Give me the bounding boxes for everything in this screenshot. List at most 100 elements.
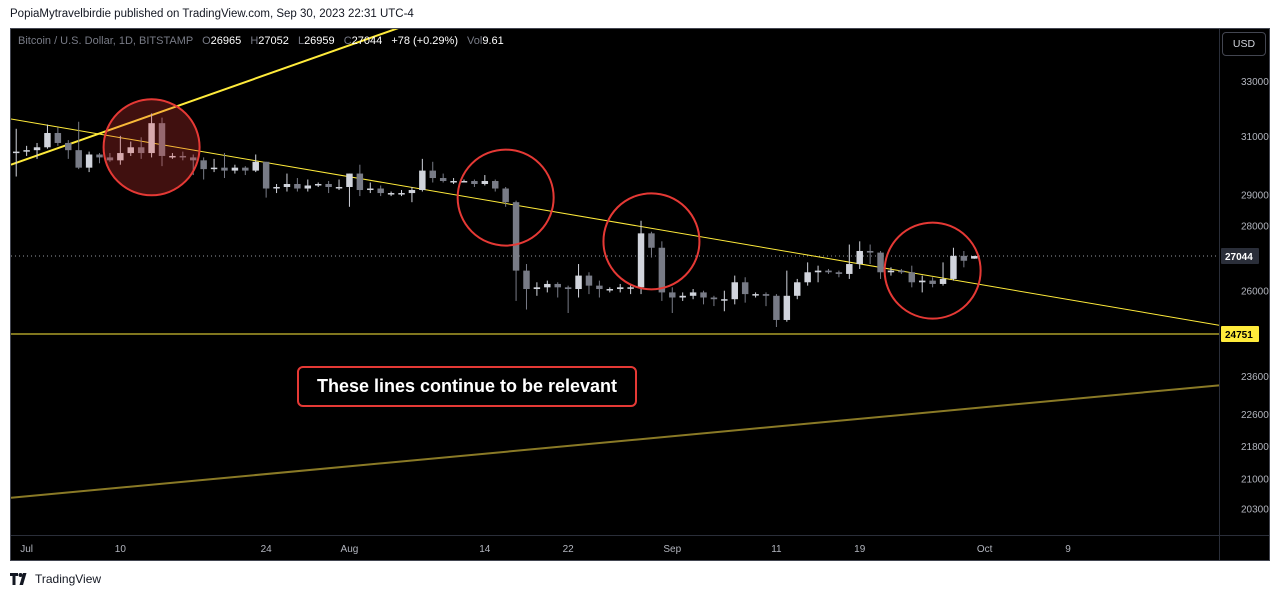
change-value: +78 (+0.29%) bbox=[391, 35, 458, 47]
symbol-description[interactable]: Bitcoin / U.S. Dollar, 1D, BITSTAMP bbox=[18, 35, 194, 47]
candle bbox=[616, 283, 624, 293]
candle-body bbox=[741, 282, 749, 295]
tradingview-logo-icon bbox=[10, 573, 30, 585]
candle-body bbox=[12, 151, 20, 154]
candle-body bbox=[262, 161, 270, 189]
candle bbox=[856, 241, 863, 269]
candle-body bbox=[283, 184, 291, 188]
candle-body bbox=[960, 255, 968, 261]
candle bbox=[471, 179, 478, 188]
candle bbox=[158, 117, 166, 167]
chart-frame[interactable]: 33000 31000 29000 28000 26000 23600 22600 21800… bbox=[10, 28, 1270, 561]
price-tick-label: 20300 bbox=[1241, 505, 1269, 516]
close-value: 27044 bbox=[351, 35, 383, 47]
time-tick-label: Jul bbox=[20, 544, 33, 555]
candle-body bbox=[169, 155, 176, 158]
candle bbox=[231, 164, 239, 174]
candle bbox=[512, 200, 520, 301]
published-header: PopiaMytravelbirdie published on Trading… bbox=[10, 8, 414, 20]
time-tick-label: Oct bbox=[977, 544, 993, 555]
candle bbox=[939, 262, 947, 286]
candle bbox=[169, 153, 176, 159]
candle-body bbox=[835, 272, 843, 274]
candle-body bbox=[242, 167, 249, 171]
candle-body bbox=[856, 250, 863, 265]
candle-body bbox=[148, 123, 155, 154]
ohlc-legend: Bitcoin / U.S. Dollar, 1D, BITSTAMP O269… bbox=[18, 35, 504, 47]
time-tick-label: Sep bbox=[663, 544, 681, 555]
candle-body bbox=[502, 188, 509, 203]
candle-body bbox=[221, 167, 228, 171]
candle-body bbox=[544, 283, 551, 288]
candle bbox=[658, 241, 666, 301]
candle-body bbox=[575, 275, 582, 290]
candle-body bbox=[23, 150, 30, 152]
candle-body bbox=[898, 270, 905, 273]
candle-body bbox=[627, 287, 634, 289]
time-tick-label: 10 bbox=[115, 544, 127, 555]
candle bbox=[12, 128, 20, 177]
candle bbox=[137, 137, 145, 159]
candle bbox=[450, 178, 457, 185]
candle bbox=[33, 142, 41, 159]
candle-body bbox=[700, 292, 707, 298]
candle-body bbox=[585, 275, 593, 286]
price-label-box bbox=[1221, 248, 1259, 265]
candle-body bbox=[346, 173, 353, 188]
trend-line-4 bbox=[11, 384, 1219, 499]
trend-line-1 bbox=[11, 29, 399, 166]
footer-branding: TradingView bbox=[10, 572, 101, 586]
candle-body bbox=[481, 181, 489, 185]
candle-body bbox=[335, 187, 343, 189]
candle-body bbox=[231, 167, 239, 171]
currency-button[interactable]: USD bbox=[1222, 32, 1266, 56]
candle bbox=[377, 185, 384, 197]
candle bbox=[439, 173, 447, 183]
candle-body bbox=[721, 299, 728, 301]
candle-body bbox=[689, 292, 697, 296]
candle bbox=[752, 292, 759, 298]
candle bbox=[304, 179, 312, 192]
candle bbox=[741, 277, 749, 303]
candle-body bbox=[200, 160, 207, 170]
candle bbox=[804, 262, 811, 286]
high-value: 27052 bbox=[258, 35, 289, 47]
candle bbox=[367, 182, 374, 194]
candle-body bbox=[731, 282, 738, 300]
candle bbox=[408, 187, 416, 203]
volume-label: Vol bbox=[467, 35, 483, 47]
candle-body bbox=[939, 278, 947, 284]
candle-body bbox=[877, 252, 884, 273]
open-value: 26965 bbox=[210, 35, 242, 47]
candle bbox=[23, 145, 30, 156]
candle-body bbox=[971, 256, 978, 259]
candle bbox=[179, 151, 187, 161]
candle-body bbox=[908, 272, 916, 283]
candle bbox=[773, 294, 780, 327]
candle bbox=[325, 181, 332, 194]
candle bbox=[273, 184, 280, 194]
candle-body bbox=[658, 247, 666, 293]
candle-body bbox=[752, 294, 759, 296]
candle bbox=[148, 113, 155, 158]
chart-background bbox=[11, 29, 1269, 560]
candle-body bbox=[533, 287, 541, 290]
low-label: L bbox=[297, 35, 305, 47]
candle bbox=[262, 161, 270, 198]
price-tick-label: 31000 bbox=[1241, 132, 1269, 143]
candlestick-chart[interactable]: 33000 31000 29000 28000 26000 23600 22600 21800… bbox=[11, 29, 1269, 560]
candle bbox=[835, 270, 843, 278]
candle bbox=[460, 179, 468, 183]
candle-body bbox=[325, 184, 332, 188]
candle-body bbox=[804, 272, 811, 283]
candle bbox=[387, 191, 395, 197]
candle-body bbox=[460, 181, 468, 183]
price-tick-label: 22600 bbox=[1241, 410, 1269, 421]
candle-body bbox=[492, 181, 499, 189]
candle bbox=[814, 265, 822, 283]
candle-body bbox=[669, 292, 676, 298]
open-label: O bbox=[202, 35, 211, 47]
candle-body bbox=[294, 184, 301, 189]
candle bbox=[794, 278, 801, 300]
time-tick-label: 22 bbox=[563, 544, 575, 555]
